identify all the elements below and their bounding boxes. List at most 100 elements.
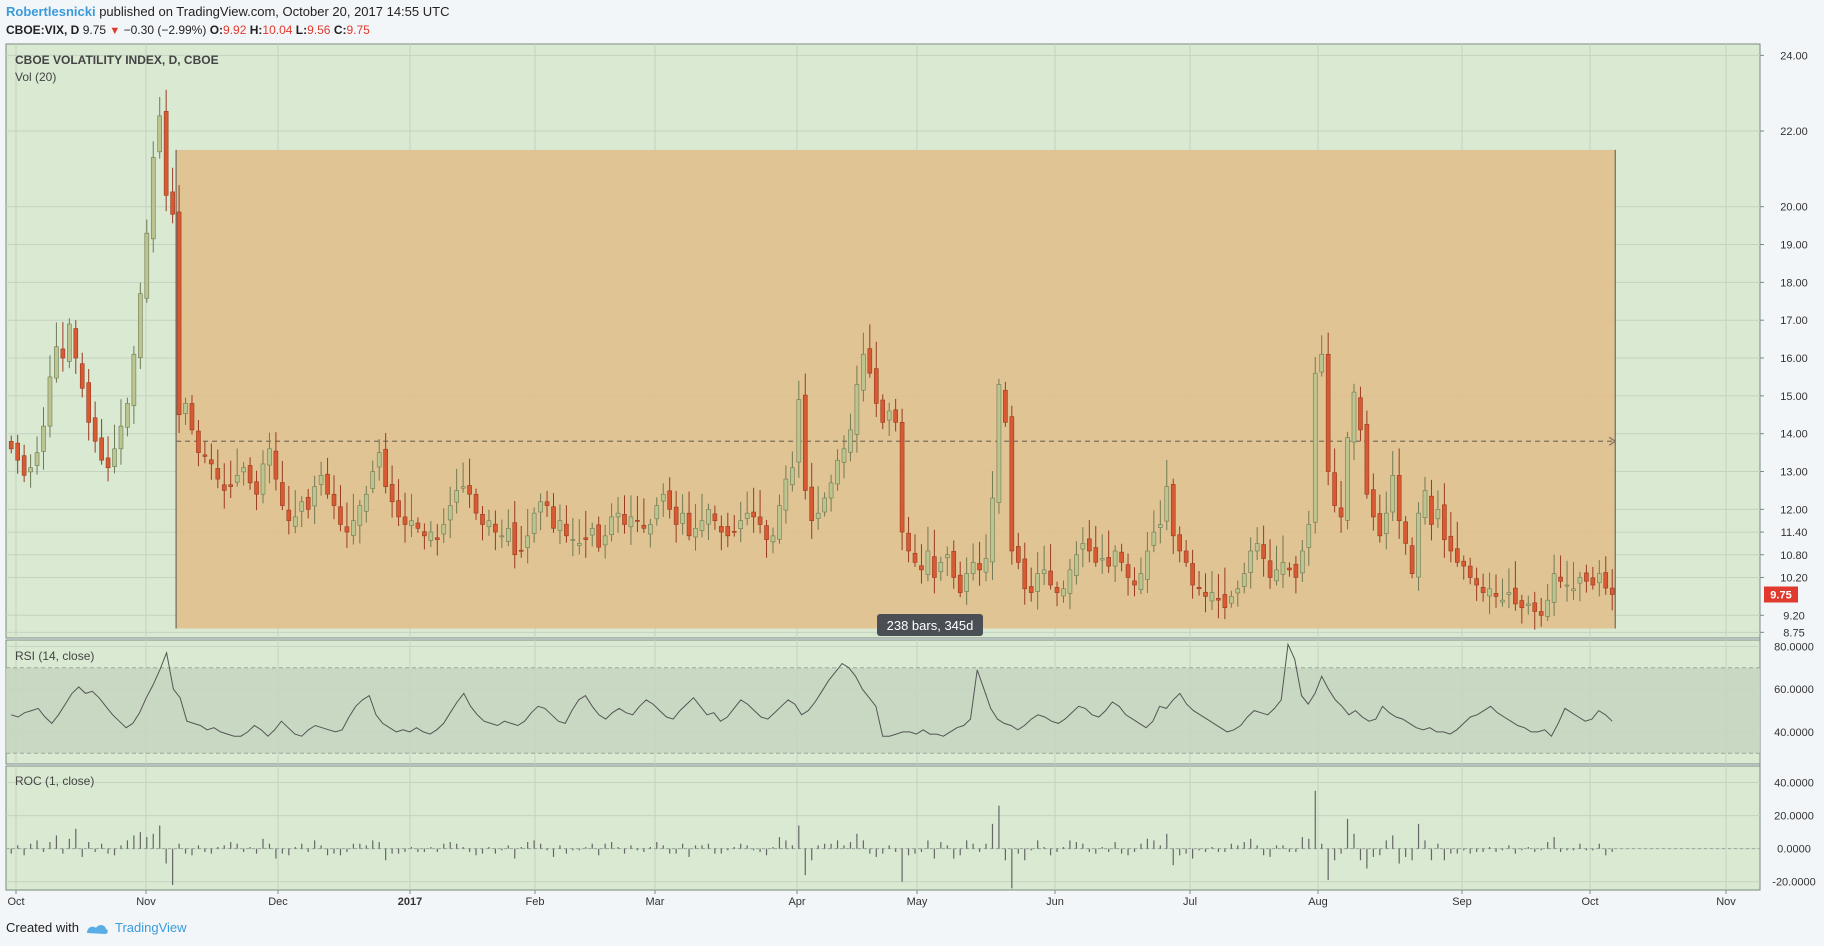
footer: Created with TradingView xyxy=(6,920,187,935)
candle-body xyxy=(1151,531,1157,546)
candle-body xyxy=(1138,573,1144,590)
candle-body xyxy=(1358,397,1363,431)
candle-body xyxy=(1364,423,1370,495)
candle-body xyxy=(1351,391,1357,443)
candle-body xyxy=(73,328,79,359)
tradingview-link[interactable]: TradingView xyxy=(114,920,187,935)
close-label: C: xyxy=(333,23,347,37)
candle-body xyxy=(422,531,427,537)
candle-body xyxy=(615,512,621,518)
candle-body xyxy=(861,353,866,391)
candle-body xyxy=(1448,535,1454,552)
candle-body xyxy=(648,524,653,535)
price-axis-label: 14.00 xyxy=(1780,429,1808,441)
candle-body xyxy=(92,417,98,442)
time-axis-label: Oct xyxy=(7,896,24,908)
candle-body xyxy=(1080,543,1086,550)
candle-body xyxy=(1087,538,1092,552)
open-label: O: xyxy=(209,23,224,37)
candle-body xyxy=(544,501,550,506)
candle-body xyxy=(292,516,298,527)
rsi-axis-label: 40.0000 xyxy=(1774,727,1814,739)
candle-body xyxy=(1571,588,1576,592)
candle-body xyxy=(338,506,343,525)
candle-body xyxy=(564,523,569,537)
candle-body xyxy=(1041,569,1047,574)
candle-body xyxy=(1345,437,1350,521)
price-axis-label: 19.00 xyxy=(1780,240,1808,252)
author-link[interactable]: Robertlesnicki xyxy=(6,4,96,19)
candle-body xyxy=(893,409,898,423)
candle-body xyxy=(777,505,782,540)
candle-body xyxy=(54,346,59,379)
vol-indicator-label: Vol (20) xyxy=(15,70,56,84)
time-axis-label: Dec xyxy=(268,896,288,908)
rsi-band xyxy=(6,667,1760,754)
candle-body xyxy=(1474,578,1479,586)
candle-body xyxy=(796,399,802,463)
candle-body xyxy=(622,513,627,525)
candle-body xyxy=(1416,512,1421,578)
candle-body xyxy=(383,448,388,487)
candle-body xyxy=(234,475,240,483)
candle-body xyxy=(1229,596,1234,604)
candle-body xyxy=(202,454,208,457)
candle-body xyxy=(157,115,163,153)
candle-body xyxy=(99,437,104,461)
candle-body xyxy=(241,467,246,473)
candle-body xyxy=(473,493,479,514)
candle-body xyxy=(932,556,937,578)
roc-axis-label: -20.0000 xyxy=(1772,877,1815,889)
candle-body xyxy=(867,348,873,374)
candle-body xyxy=(170,191,175,215)
candle-body xyxy=(1461,560,1467,567)
candle-body xyxy=(196,430,201,453)
candle-body xyxy=(34,452,40,466)
roc-axis-label: 20.0000 xyxy=(1774,811,1814,823)
price-axis-label: 22.00 xyxy=(1780,126,1808,138)
rsi-line xyxy=(11,642,1613,738)
candle-body xyxy=(1099,558,1105,561)
candle-body xyxy=(499,535,505,538)
price-axis-label: 10.20 xyxy=(1780,572,1808,584)
candle-body xyxy=(67,323,72,362)
candle-body xyxy=(163,111,169,196)
candle-body xyxy=(41,425,46,452)
candle-body xyxy=(944,554,950,559)
candle-body xyxy=(538,501,543,513)
candle-body xyxy=(318,475,324,485)
candle-body xyxy=(525,535,530,548)
candle-body xyxy=(247,465,253,484)
candle-body xyxy=(1609,587,1615,595)
time-axis-label: Mar xyxy=(646,896,665,908)
candle-body xyxy=(686,512,692,537)
candle-body xyxy=(1093,547,1099,563)
candle-body xyxy=(680,512,685,524)
candle-body xyxy=(1003,389,1008,423)
candle-body xyxy=(486,520,492,528)
candle-body xyxy=(480,513,485,525)
high-value: 10.04 xyxy=(262,23,293,37)
candle-body xyxy=(189,403,195,431)
range-info-text: 238 bars, 345d xyxy=(887,618,974,633)
candle-body xyxy=(835,459,840,485)
candle-body xyxy=(125,403,130,428)
candle-body xyxy=(441,524,447,535)
candle-body xyxy=(1422,490,1428,518)
candle-body xyxy=(402,516,408,525)
candle-body xyxy=(1203,591,1208,597)
candle-body xyxy=(1332,472,1337,506)
candle-body xyxy=(1454,548,1460,563)
candle-body xyxy=(1371,489,1376,518)
candle-body xyxy=(1235,588,1241,594)
candle-body xyxy=(1196,587,1202,590)
candle-body xyxy=(1158,524,1163,528)
candle-body xyxy=(1015,546,1021,563)
candle-body xyxy=(1519,600,1525,609)
candle-body xyxy=(1597,573,1602,584)
candle-body xyxy=(460,486,466,489)
candle-body xyxy=(1409,545,1415,574)
candle-body xyxy=(906,532,911,552)
candle-body xyxy=(693,527,698,538)
